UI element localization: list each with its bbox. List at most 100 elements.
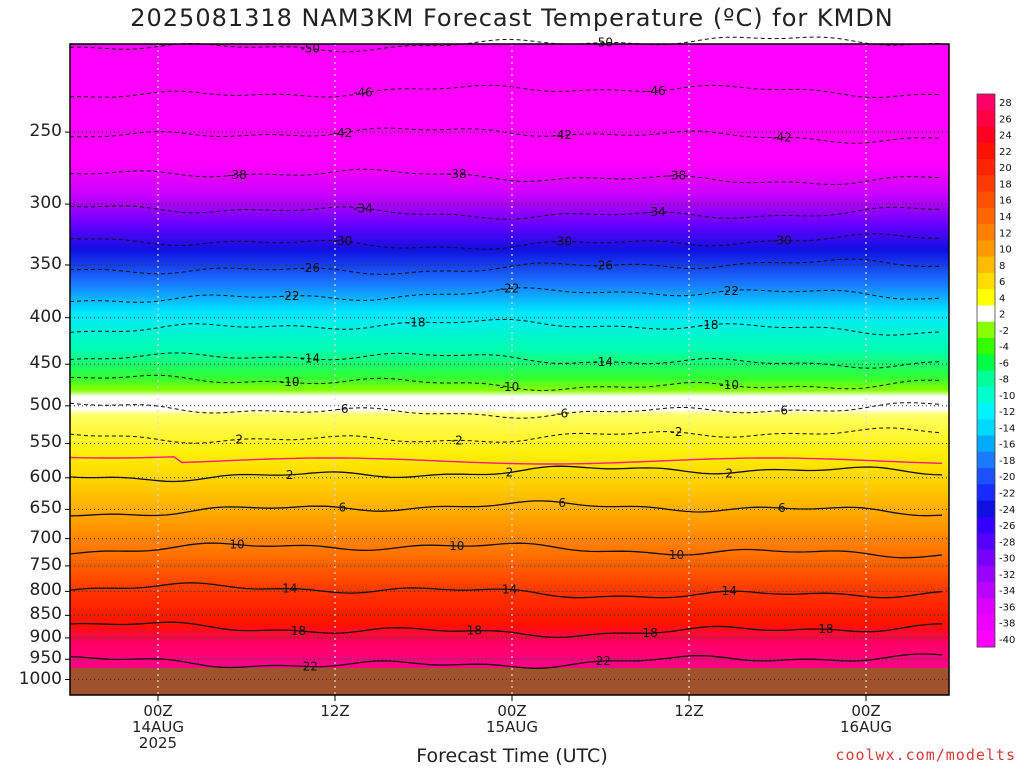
contour-labels: -50 -50-46 -46-42 -42 -42-38 -38 -38-34 -34-30-… [227,36,833,674]
contour-label: -30 [333,234,353,248]
colorbar-label: -38 [999,619,1015,630]
colorbar-label: 6 [999,277,1005,288]
colorbar-label: -28 [999,537,1015,548]
freezing-line [69,456,943,465]
contour-line [70,127,943,144]
colorbar-swatch [977,451,995,469]
contour-line [69,233,943,250]
contour-label: 6 [558,496,566,510]
x-tick-label: 12Z [674,702,704,720]
colorbar-swatch [977,191,995,209]
colorbar-swatch [977,370,995,388]
contour-line [69,36,943,53]
contour-label: -10 [719,378,739,392]
chart-title: 2025081318 NAM3KM Forecast Temperature (… [130,4,894,32]
contour-label: -10 [500,380,520,394]
colorbar-swatch [977,549,995,567]
y-tick-label: 950 [29,648,62,669]
contour-label: -42 [552,128,572,142]
colorbar-swatch [977,614,995,632]
colorbar-swatch [977,256,995,274]
colorbar-label: 2 [999,310,1005,321]
colorbar-swatch [977,386,995,404]
contour-label: -34 [646,205,666,219]
colorbar-swatch [977,224,995,241]
colorbar-swatch [977,337,995,355]
plot-frame [69,43,950,696]
colorbar-swatch [977,175,995,193]
contour-label: -34 [353,201,373,215]
contour-line [69,168,943,185]
colorbar-swatch [977,403,995,420]
colorbar-swatch [977,630,995,648]
contour-line [69,205,942,220]
contour-label: 18 [818,622,833,636]
colorbar-label: -30 [999,554,1015,565]
contour-label: 14 [722,584,737,598]
colorbar-swatch [977,126,995,144]
y-tick-label: 400 [29,306,62,327]
colorbar-swatch [977,581,995,599]
contour-label: -42 [772,130,792,144]
contour-line [70,374,943,392]
colorbar-label: 28 [999,98,1012,109]
contour-line [69,542,943,559]
colorbar-label: 22 [999,147,1012,158]
contour-label: -46 [353,86,373,100]
y-tick-label: 550 [29,432,62,453]
contour-label: -42 [333,126,353,140]
y-tick-label: 450 [29,353,62,374]
x-tick-label: 12Z [320,702,350,720]
colorbar-swatch [977,565,995,583]
colorbar-swatch [977,533,995,550]
contour-label: -14 [300,352,320,366]
y-tick-label: 650 [29,498,62,519]
contour-label: 14 [502,582,517,596]
credit-text: coolwx.com/modelts [835,746,1016,764]
x-tick-label: 00Z 16AUG [840,702,892,736]
y-tick-label: 750 [29,554,62,575]
contour-label: 14 [282,582,297,596]
colorbar-label: -8 [999,375,1009,386]
colorbar-label: 18 [999,179,1012,190]
contour-label: -22 [719,284,739,298]
colorbar-label: -34 [999,586,1015,597]
contour-label: -26 [300,261,320,275]
contour-label: -22 [500,282,520,296]
contour-label: -10 [280,375,300,389]
y-tick-label: 800 [29,580,62,601]
contour-line [69,318,943,336]
colorbar-swatch [977,94,995,111]
contour-label: 6 [339,501,347,515]
contour-label: -2 [451,433,463,447]
contour-label: 22 [303,660,318,674]
y-tick-label: 700 [29,527,62,548]
colorbar-label: 4 [999,293,1005,304]
contour-label: 10 [229,538,244,552]
y-tick-label: 500 [29,394,62,415]
colorbar-swatch [977,240,995,258]
contour-line [69,465,943,483]
colorbar-swatch [977,484,995,502]
contour-label: 10 [669,548,684,562]
colorbar-swatch [977,207,995,225]
colorbar-label: -6 [999,358,1009,369]
colorbar-label: -20 [999,472,1015,483]
contour-label: -6 [337,402,349,416]
colorbar-swatch [977,321,995,339]
colorbar-label: 8 [999,261,1005,272]
colorbar-label: 10 [999,245,1012,256]
contour-label: 18 [467,624,482,638]
contour-line [69,621,943,639]
colorbar-swatch [977,598,995,615]
colorbar-swatch [977,500,995,518]
colorbar-label: -10 [999,391,1015,402]
colorbar-swatch [977,419,995,437]
contour-label: -46 [646,84,666,98]
contour-label: 2 [286,468,294,482]
contour-line [69,653,943,669]
contour-label: 18 [291,624,306,638]
contour-line [69,287,943,303]
contour-label: -30 [552,234,572,248]
